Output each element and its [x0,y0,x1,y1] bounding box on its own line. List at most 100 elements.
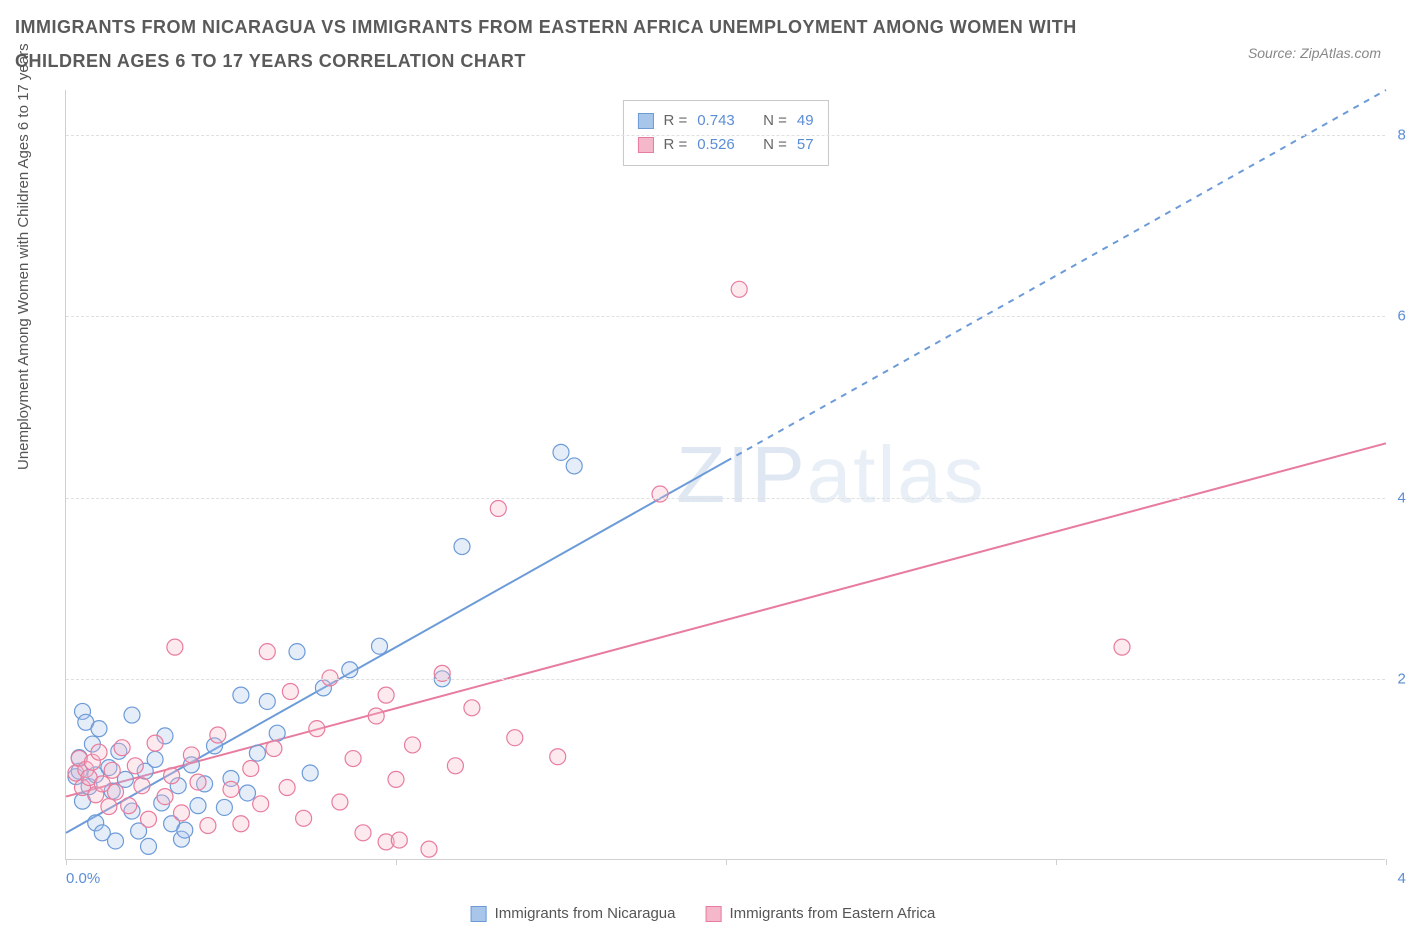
gridline-h [66,498,1385,499]
chart-title: IMMIGRANTS FROM NICARAGUA VS IMMIGRANTS … [15,10,1115,78]
scatter-point [378,687,394,703]
scatter-point [652,486,668,502]
scatter-plot-svg [66,90,1385,859]
scatter-point [240,785,256,801]
x-tick [1056,859,1057,865]
scatter-point [147,751,163,767]
scatter-point [507,730,523,746]
scatter-point [372,638,388,654]
n-label: N = [763,109,787,133]
scatter-point [164,768,180,784]
scatter-point [147,735,163,751]
scatter-point [332,794,348,810]
legend-swatch [705,906,721,922]
legend-item: Immigrants from Nicaragua [471,905,676,922]
scatter-point [141,838,157,854]
scatter-point [490,501,506,517]
scatter-point [368,708,384,724]
correlation-legend: R = 0.743 N = 49R = 0.526 N = 57 [622,100,828,166]
scatter-point [114,740,130,756]
r-value: 0.526 [697,133,735,157]
legend-stat-row: R = 0.743 N = 49 [637,109,813,133]
trend-line-solid [66,443,1386,796]
y-axis-label: Unemployment Among Women with Children A… [15,43,32,470]
chart-area: ZIPatlas R = 0.743 N = 49R = 0.526 N = 5… [65,90,1385,860]
scatter-point [447,758,463,774]
y-tick-label: 60.0% [1397,308,1406,325]
scatter-point [174,805,190,821]
n-value: 57 [797,133,814,157]
legend-swatch [637,137,653,153]
x-tick-label: 40.0% [1397,870,1406,887]
scatter-point [124,707,140,723]
scatter-point [405,737,421,753]
scatter-point [550,749,566,765]
scatter-point [210,727,226,743]
scatter-point [309,721,325,737]
scatter-point [121,798,137,814]
legend-item: Immigrants from Eastern Africa [705,905,935,922]
series-legend: Immigrants from Nicaragua Immigrants from… [471,905,936,922]
scatter-point [249,745,265,761]
scatter-point [190,798,206,814]
scatter-point [388,771,404,787]
x-tick [1386,859,1387,865]
scatter-point [454,539,470,555]
source-label: Source: ZipAtlas.com [1248,45,1381,61]
scatter-point [101,799,117,815]
scatter-point [345,751,361,767]
scatter-point [421,841,437,857]
x-tick [396,859,397,865]
legend-stat-row: R = 0.526 N = 57 [637,133,813,157]
scatter-point [1114,639,1130,655]
scatter-point [553,444,569,460]
scatter-point [91,744,107,760]
scatter-point [141,811,157,827]
y-tick-label: 80.0% [1397,127,1406,144]
scatter-point [289,644,305,660]
scatter-point [157,789,173,805]
legend-label: Immigrants from Nicaragua [495,905,676,922]
x-tick-label: 0.0% [66,870,100,887]
scatter-point [266,741,282,757]
scatter-point [731,281,747,297]
scatter-point [108,833,124,849]
y-tick-label: 20.0% [1397,670,1406,687]
scatter-point [566,458,582,474]
gridline-h [66,679,1385,680]
scatter-point [355,825,371,841]
scatter-point [296,810,312,826]
scatter-point [183,747,199,763]
scatter-point [190,774,206,790]
scatter-point [91,721,107,737]
scatter-point [269,725,285,741]
scatter-point [104,762,120,778]
scatter-point [127,758,143,774]
scatter-point [108,784,124,800]
scatter-point [259,693,275,709]
r-label: R = [663,109,687,133]
scatter-point [233,687,249,703]
r-value: 0.743 [697,109,735,133]
scatter-point [167,639,183,655]
scatter-point [223,781,239,797]
scatter-point [216,799,232,815]
scatter-point [134,778,150,794]
scatter-point [279,780,295,796]
legend-swatch [471,906,487,922]
gridline-h [66,316,1385,317]
scatter-point [233,816,249,832]
y-tick-label: 40.0% [1397,489,1406,506]
scatter-point [391,832,407,848]
r-label: R = [663,133,687,157]
scatter-point [243,761,259,777]
scatter-point [342,662,358,678]
scatter-point [200,818,216,834]
scatter-point [282,684,298,700]
x-tick [66,859,67,865]
n-label: N = [763,133,787,157]
x-tick [726,859,727,865]
scatter-point [464,700,480,716]
scatter-point [259,644,275,660]
n-value: 49 [797,109,814,133]
